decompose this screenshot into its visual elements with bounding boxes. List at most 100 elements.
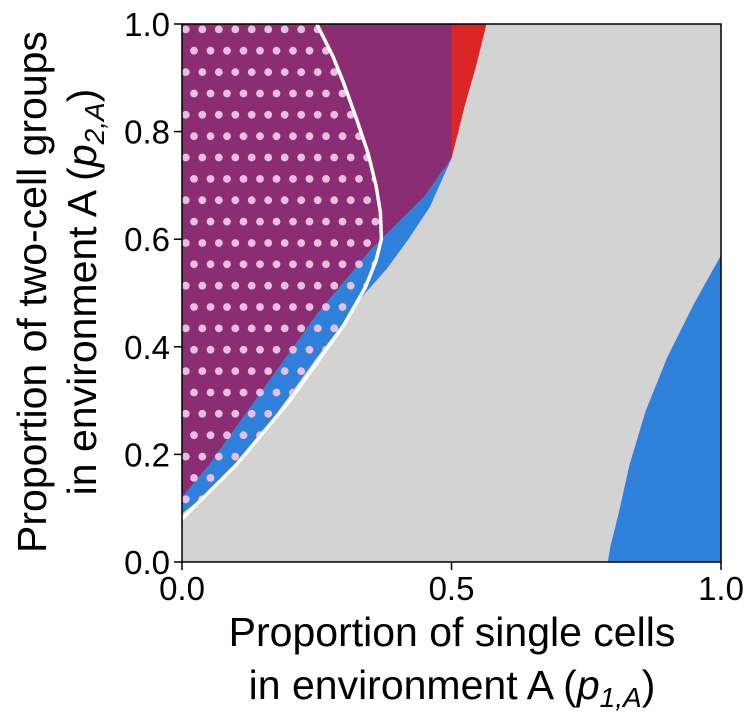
dot: [338, 260, 347, 269]
dot: [289, 46, 297, 55]
dot: [239, 260, 248, 269]
dot: [206, 388, 215, 397]
dot: [272, 217, 281, 226]
dot: [297, 324, 306, 333]
dot: [289, 260, 297, 269]
dot: [214, 324, 223, 333]
dot: [182, 196, 190, 205]
dot: [313, 110, 322, 119]
dot: [247, 68, 256, 76]
dot: [264, 196, 273, 205]
dot: [305, 46, 314, 55]
region-blue-right: [607, 255, 721, 563]
dot: [214, 239, 223, 247]
dot: [264, 367, 273, 375]
dot: [198, 68, 207, 76]
dot: [231, 25, 240, 34]
dot: [223, 431, 231, 440]
dot: [280, 281, 289, 290]
dot: [322, 89, 330, 98]
dot: [182, 452, 190, 461]
dot: [280, 153, 289, 162]
dot: [206, 175, 215, 183]
dot: [206, 345, 215, 354]
dot: [305, 89, 314, 98]
dot: [330, 196, 339, 205]
dot: [231, 324, 240, 333]
dot: [190, 175, 198, 183]
dot: [330, 239, 339, 247]
dot: [256, 260, 264, 269]
dot: [198, 196, 207, 205]
dot: [190, 303, 198, 311]
dot: [272, 388, 281, 397]
dot: [182, 68, 190, 76]
dot: [313, 324, 322, 333]
dot: [190, 132, 198, 141]
dot: [214, 153, 223, 162]
dot: [206, 260, 215, 269]
dot: [239, 217, 248, 226]
dot: [206, 217, 215, 226]
dot: [198, 367, 207, 375]
dot: [206, 431, 215, 440]
dot: [190, 217, 198, 226]
dot: [272, 260, 281, 269]
x-axis-label-line2: in environment A (p1,A): [249, 662, 656, 713]
dot: [239, 345, 248, 354]
dot: [247, 25, 256, 34]
dot: [247, 153, 256, 162]
dot: [256, 175, 264, 183]
y-tick-label: 0.4: [124, 329, 170, 366]
dot: [264, 110, 273, 119]
dot: [264, 68, 273, 76]
dot: [280, 25, 289, 34]
dot: [272, 345, 281, 354]
dot: [190, 431, 198, 440]
dot: [338, 217, 347, 226]
dot: [214, 409, 223, 418]
dot: [223, 303, 231, 311]
dot: [214, 281, 223, 290]
y-axis-label-line1: Proportion of two-cell groups: [9, 31, 55, 553]
dot: [198, 452, 207, 461]
dot: [256, 217, 264, 226]
dot: [363, 239, 372, 247]
dot: [182, 409, 190, 418]
dot: [355, 217, 363, 226]
dot: [190, 46, 198, 55]
dot: [239, 303, 248, 311]
dot: [198, 324, 207, 333]
x-axis-label-line1: Proportion of single cells: [229, 609, 676, 655]
dot: [231, 110, 240, 119]
dot: [256, 303, 264, 311]
dot: [231, 239, 240, 247]
dot: [182, 495, 190, 504]
dot: [322, 303, 330, 311]
dot: [264, 25, 273, 34]
dot: [289, 175, 297, 183]
dot: [297, 196, 306, 205]
dot: [239, 132, 248, 141]
dot: [305, 217, 314, 226]
dot: [206, 46, 215, 55]
dot: [338, 175, 347, 183]
dot: [338, 89, 347, 98]
dot: [214, 110, 223, 119]
dot: [330, 110, 339, 119]
dot: [239, 46, 248, 55]
dot: [198, 110, 207, 119]
dot: [182, 239, 190, 247]
dot: [190, 474, 198, 482]
dot: [322, 260, 330, 269]
dot: [182, 25, 190, 34]
dot: [223, 345, 231, 354]
dot: [247, 367, 256, 375]
dot: [223, 175, 231, 183]
x-tick-label: 0.0: [159, 570, 205, 607]
dot: [289, 132, 297, 141]
dot: [289, 89, 297, 98]
dot: [272, 46, 281, 55]
dot: [190, 260, 198, 269]
dot: [272, 303, 281, 311]
